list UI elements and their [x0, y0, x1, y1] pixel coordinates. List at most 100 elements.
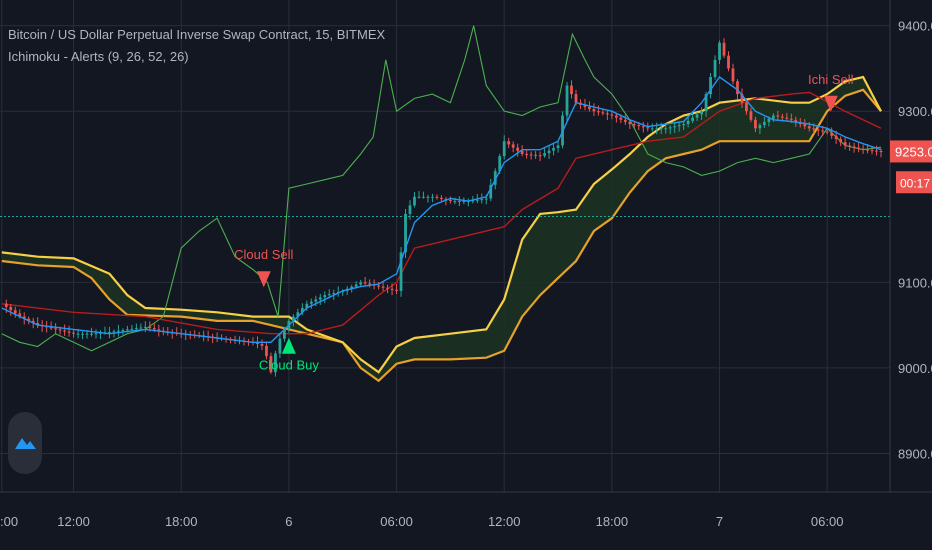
candle-body-65 [296, 312, 300, 317]
indicator-lines [0, 25, 890, 383]
candle-body-122 [552, 148, 555, 151]
candle-body-136 [614, 115, 618, 118]
signal-markers: Cloud Sell Cloud Buy Ichi Sell [234, 72, 854, 373]
candle-body-15 [72, 332, 75, 334]
candle-body-187 [843, 142, 847, 146]
candle-body-31 [143, 326, 147, 328]
candle-body-99 [448, 200, 452, 202]
candle-body-132 [597, 111, 600, 113]
candle-body-168 [758, 125, 762, 129]
candle-body-24 [112, 331, 116, 333]
candle-body-123 [556, 145, 560, 149]
candle-body-7 [36, 323, 40, 326]
candle-body-78 [354, 284, 358, 287]
time-tick-label-8: 06:00 [811, 514, 844, 529]
candle-body-4 [22, 316, 26, 319]
candle-body-126 [570, 85, 573, 95]
candle-body-130 [588, 106, 591, 110]
candle-body-134 [605, 113, 609, 115]
candle-body-58 [265, 345, 268, 357]
kumo-cloud [1, 77, 882, 381]
candle-body-81 [368, 283, 372, 285]
candle-body-172 [776, 115, 780, 117]
candle-body-108 [489, 184, 493, 199]
candle-body-137 [619, 117, 623, 120]
candle-body-3 [18, 313, 22, 317]
candle-body-140 [632, 124, 636, 126]
candle-body-111 [502, 141, 506, 157]
grid-lines [0, 0, 890, 492]
candle-body-170 [767, 118, 771, 122]
candle-body-34 [157, 329, 161, 331]
candle-body-18 [85, 333, 89, 335]
candle-body-119 [538, 155, 542, 157]
candle-body-169 [763, 121, 766, 126]
candle-body-29 [134, 328, 138, 330]
candle-body-66 [300, 308, 304, 313]
candle-body-180 [812, 128, 816, 130]
candle-body-70 [318, 297, 322, 300]
candle-body-144 [650, 128, 654, 130]
candle-body-155 [700, 111, 703, 115]
candle-body-110 [498, 156, 502, 172]
candle-body-68 [309, 301, 313, 304]
candle-body-11 [54, 328, 58, 330]
candle-body-93 [422, 196, 425, 198]
candle-body-80 [363, 282, 367, 284]
time-tick-label-0: 08:00 [0, 514, 18, 529]
candle-body-20 [94, 333, 98, 335]
candle-body-158 [713, 59, 717, 78]
countdown-label: 00:17 [900, 176, 930, 190]
time-axis[interactable]: 08:00 12:00 18:00 6 06:00 12:00 18:00 7 06:00 [0, 491, 932, 550]
candle-body-179 [807, 126, 811, 129]
candle-body-92 [417, 196, 421, 198]
candle-body-26 [121, 330, 125, 332]
time-tick-label-4: 06:00 [380, 514, 413, 529]
time-tick-label-6: 18:00 [596, 514, 629, 529]
candle-body-118 [534, 154, 538, 156]
price-axis[interactable]: 9400.0 9300.0 9100.0 9000.0 8900.0 9253.0 00:1… [889, 0, 932, 550]
candle-body-56 [256, 342, 259, 345]
candle-body-10 [49, 327, 53, 329]
price-tick-label-3: 9000.0 [898, 361, 932, 376]
candle-body-23 [108, 331, 111, 333]
candle-body-17 [81, 333, 84, 335]
candle-body-106 [480, 199, 484, 201]
buy-signal-label-1: Cloud Buy [259, 358, 319, 373]
candle-body-127 [574, 94, 578, 103]
indicator-legend[interactable]: Ichimoku - Alerts (9, 26, 52, 26) [8, 49, 189, 64]
candle-body-178 [803, 124, 807, 127]
candle-body-12 [58, 329, 62, 331]
candle-body-129 [583, 104, 587, 107]
candle-body-57 [260, 344, 264, 346]
candle-body-145 [655, 128, 659, 130]
candle-body-150 [677, 125, 681, 127]
cloud-fill [1, 77, 882, 381]
candle-body-77 [350, 286, 354, 289]
candle-body-85 [386, 287, 389, 289]
candlestick-series [1, 38, 883, 377]
candle-body-105 [475, 199, 479, 201]
candle-body-148 [668, 127, 672, 129]
candle-body-59 [269, 356, 273, 373]
candle-body-2 [13, 310, 17, 314]
candle-body-188 [848, 145, 852, 147]
candle-body-182 [821, 130, 825, 132]
candle-body-102 [462, 201, 466, 203]
candle-body-16 [76, 333, 80, 335]
candle-body-139 [628, 121, 632, 125]
price-tick-label-1: 9300.0 [898, 104, 932, 119]
candle-body-120 [543, 153, 546, 156]
price-tick-label-4: 8900.0 [898, 446, 932, 461]
candle-body-1 [9, 306, 13, 311]
candle-body-186 [839, 139, 843, 143]
candle-body-62 [283, 329, 286, 339]
candle-body-166 [749, 111, 753, 120]
symbol-title: Bitcoin / US Dollar Perpetual Inverse Sw… [8, 27, 386, 42]
candle-body-71 [323, 295, 327, 298]
candle-body-181 [816, 129, 820, 131]
kijun-sen-line [1, 91, 882, 335]
candle-body-135 [610, 114, 614, 116]
candle-body-167 [754, 119, 757, 129]
